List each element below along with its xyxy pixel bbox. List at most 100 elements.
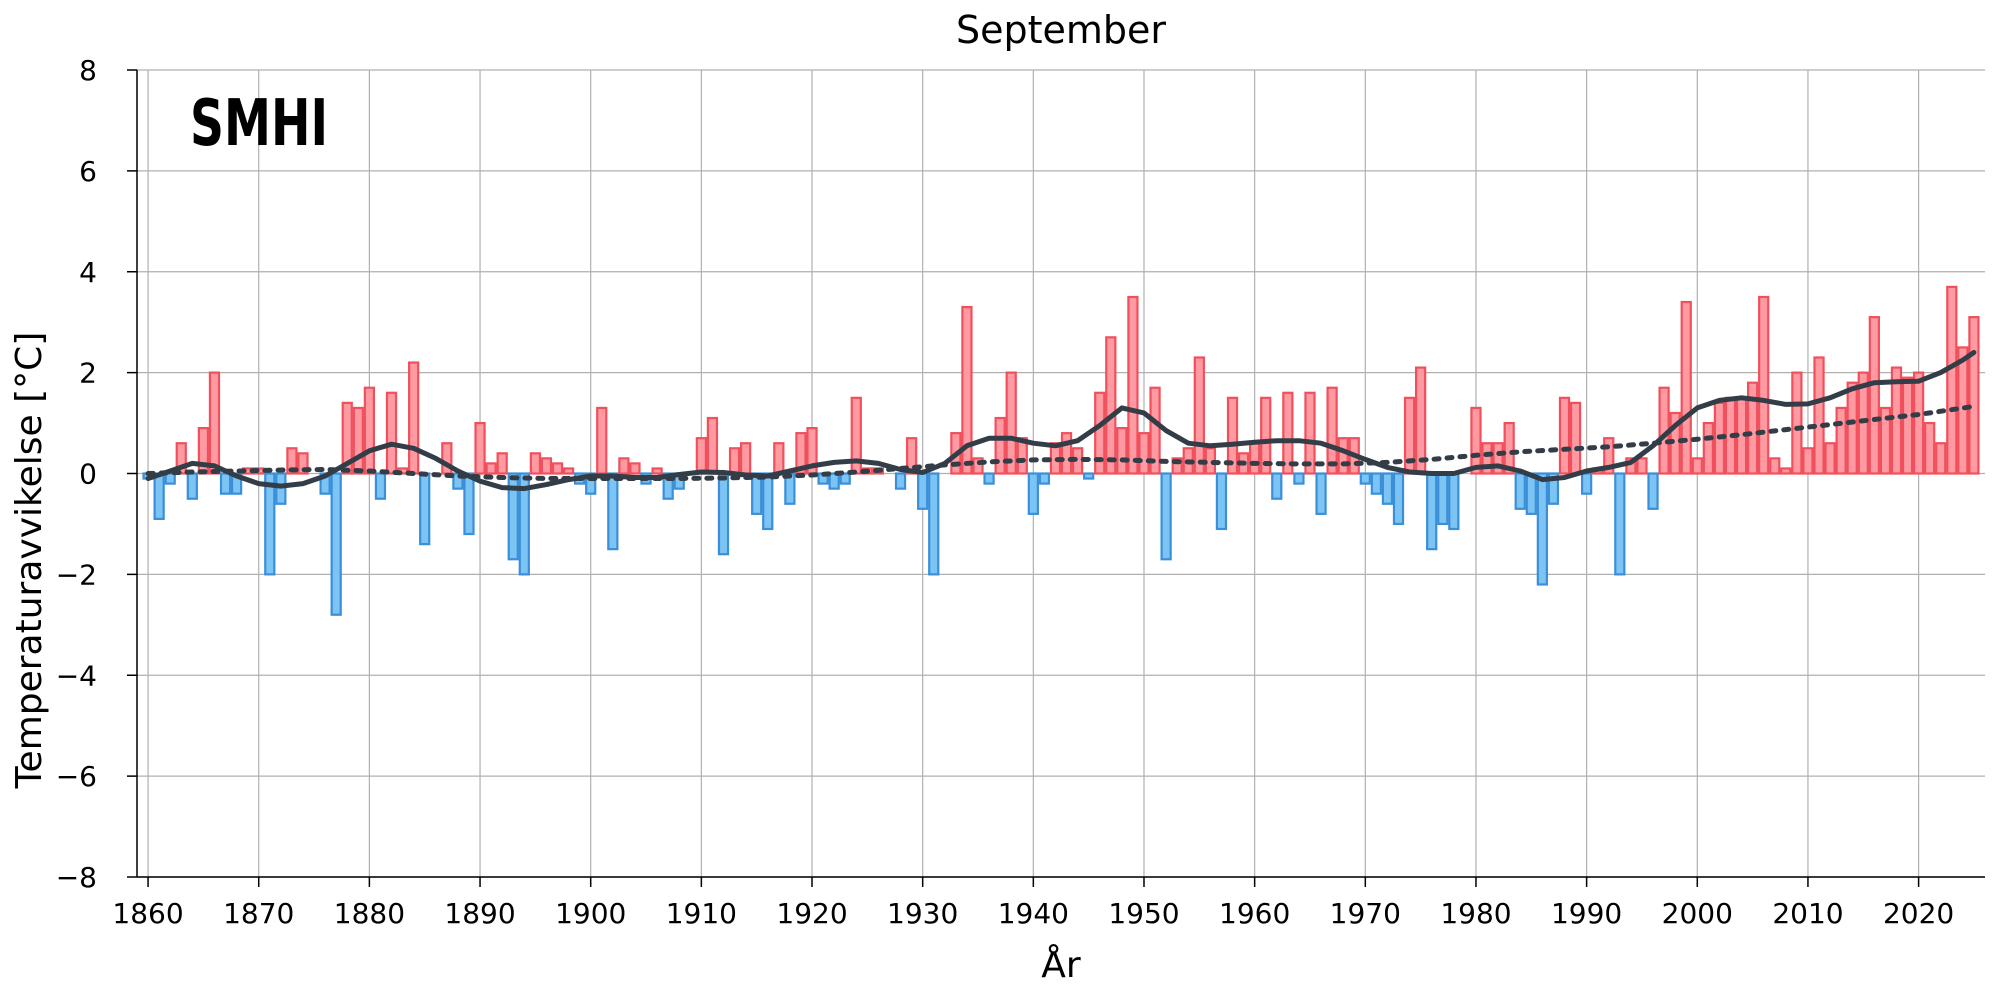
x-tick-label: 1910 [666, 897, 737, 930]
bar-1931 [928, 472, 940, 576]
x-tick-label: 1860 [112, 897, 183, 930]
bar-1892 [496, 452, 508, 475]
x-tick-label: 1930 [887, 897, 958, 930]
smoothed-line [145, 349, 1977, 492]
bar-1917 [773, 442, 785, 475]
bar-1912 [717, 472, 730, 556]
bar-1953 [1171, 457, 1183, 475]
x-tick-label: 1900 [555, 897, 626, 930]
bar-1966 [1315, 472, 1327, 515]
bar-1996 [1647, 472, 1659, 510]
chart-title: September [956, 8, 1166, 52]
x-tick-label: 1990 [1551, 897, 1622, 930]
smhi-logo: SMHI [190, 87, 328, 161]
x-axis-ticks: 1860 1870 1880 1890 1900 1910 1920 1930 1940 1950… [112, 877, 1954, 930]
bar-1906 [651, 467, 663, 475]
bar-2008 [1780, 467, 1792, 475]
bar-2013 [1835, 406, 1847, 475]
bar-1946 [1094, 391, 1106, 475]
bar-2018 [1890, 366, 1903, 475]
bar-1993 [1614, 472, 1626, 576]
bar-2005 [1746, 381, 1759, 475]
bar-1871 [264, 472, 276, 576]
bar-2006 [1758, 295, 1770, 475]
bar-1970 [1359, 472, 1371, 485]
x-tick-label: 2000 [1662, 897, 1733, 930]
bar-1896 [540, 457, 553, 475]
bar-1962 [1271, 472, 1283, 500]
bar-1948 [1116, 427, 1128, 475]
x-tick-label: 1970 [1330, 897, 1401, 930]
bar-1958 [1226, 396, 1239, 475]
bar-1889 [463, 472, 475, 536]
bar-2020 [1912, 371, 1925, 475]
bar-1938 [1005, 371, 1017, 475]
bar-1891 [485, 462, 497, 475]
bar-1880 [363, 386, 376, 475]
bar-2009 [1791, 371, 1803, 475]
bar-1963 [1282, 391, 1294, 475]
bar-1903 [618, 457, 630, 475]
bar-1872 [275, 472, 287, 505]
bar-2001 [1702, 421, 1714, 475]
bar-1995 [1636, 457, 1648, 475]
bar-1971 [1370, 472, 1383, 495]
bar-1984 [1514, 472, 1526, 510]
bar-1972 [1381, 472, 1394, 505]
y-axis-ticks: −8 −6 −4 −2 0 2 4 6 8 [56, 54, 137, 894]
x-tick-label: 1870 [223, 897, 294, 930]
y-tick-label: 0 [79, 458, 97, 491]
bar-1943 [1060, 432, 1073, 475]
bar-2014 [1846, 381, 1858, 475]
bar-1901 [596, 406, 608, 475]
bar-1866 [208, 371, 221, 475]
bar-1985 [1525, 472, 1537, 515]
bar-1864 [186, 472, 198, 500]
bar-1976 [1426, 472, 1438, 551]
bar-2023 [1946, 285, 1958, 475]
bar-2007 [1769, 457, 1781, 475]
bar-1964 [1293, 472, 1305, 485]
bar-1916 [762, 472, 774, 531]
bar-1895 [529, 452, 542, 475]
y-tick-label: −8 [56, 861, 97, 894]
bar-1967 [1326, 386, 1338, 475]
bar-1890 [474, 421, 486, 475]
anomaly-bars [142, 285, 1980, 616]
bar-1977 [1437, 472, 1449, 526]
bar-1987 [1547, 472, 1560, 505]
bar-2016 [1868, 316, 1880, 475]
bar-1934 [961, 305, 973, 475]
bar-1940 [1027, 472, 1039, 515]
bar-1965 [1304, 391, 1316, 475]
bar-1935 [972, 457, 984, 475]
bar-1961 [1260, 396, 1272, 475]
bar-1881 [374, 472, 387, 500]
bar-1923 [839, 472, 851, 485]
bar-1910 [695, 437, 707, 475]
bar-1960 [1249, 442, 1261, 475]
bar-1882 [385, 391, 398, 475]
bar-1951 [1149, 386, 1161, 475]
y-tick-label: 4 [79, 256, 97, 289]
bar-1922 [828, 472, 840, 490]
bar-2025 [1968, 316, 1980, 475]
bar-1986 [1536, 472, 1548, 586]
x-tick-label: 2010 [1772, 897, 1843, 930]
bar-1957 [1215, 472, 1228, 531]
x-tick-label: 1940 [998, 897, 1069, 930]
y-tick-label: 8 [79, 54, 97, 87]
bar-2011 [1813, 356, 1825, 475]
bar-1893 [507, 472, 519, 561]
bar-2019 [1901, 376, 1914, 475]
bar-1950 [1138, 432, 1150, 475]
bar-2022 [1935, 442, 1947, 475]
bar-1914 [739, 442, 752, 475]
bar-2010 [1802, 447, 1814, 475]
bar-1894 [518, 472, 530, 576]
y-tick-label: −4 [56, 659, 97, 692]
bar-1990 [1580, 472, 1593, 495]
bar-1980 [1470, 406, 1482, 475]
x-tick-label: 2020 [1883, 897, 1954, 930]
